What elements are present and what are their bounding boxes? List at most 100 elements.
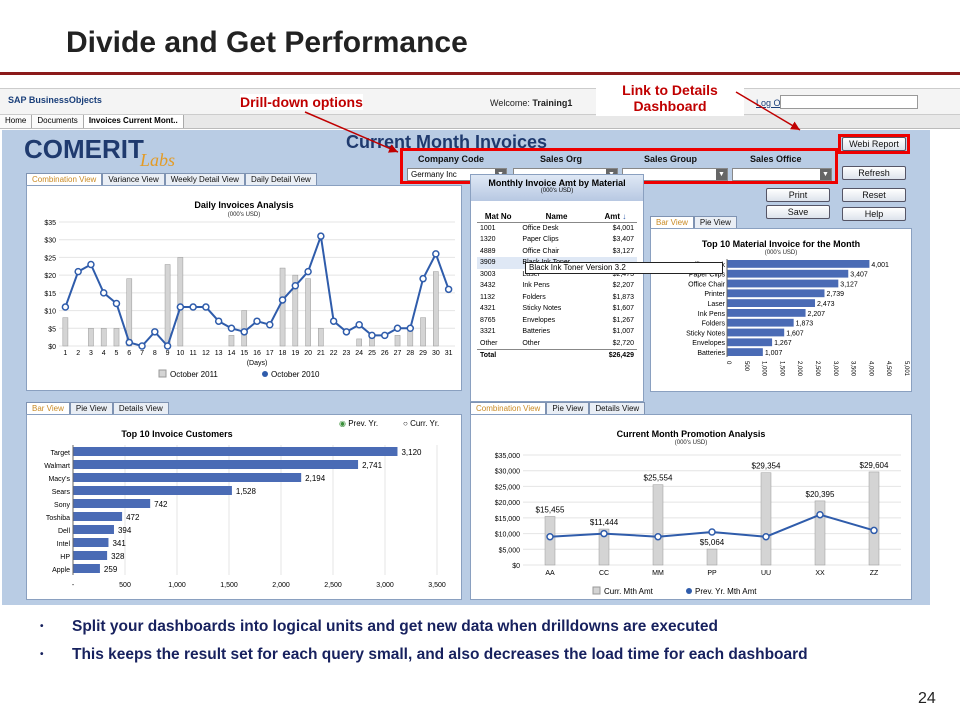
tab-invoices[interactable]: Invoices Current Mont.. xyxy=(83,115,184,128)
save-button[interactable]: Save xyxy=(766,205,830,219)
tab-promo-details[interactable]: Details View xyxy=(589,402,646,414)
title-rule xyxy=(0,72,960,75)
bullet-list: Split your dashboards into logical units… xyxy=(40,616,900,672)
line-point xyxy=(291,282,300,290)
bar xyxy=(814,500,826,566)
data-label: 3,120 xyxy=(401,448,422,457)
bar xyxy=(727,309,806,317)
data-label: $25,554 xyxy=(644,474,673,483)
line-point xyxy=(317,232,325,240)
mat-no-cell: 3432 xyxy=(480,282,496,290)
bar xyxy=(727,338,773,347)
radio-curr-yr[interactable]: ○ Curr. Yr. xyxy=(403,419,440,428)
y-tick-label: $0 xyxy=(512,563,520,570)
table-row[interactable]: 4889 Office Chair $3,127 xyxy=(477,246,637,258)
help-button[interactable]: Help xyxy=(842,207,906,221)
sales-office-select[interactable]: ▼ xyxy=(732,168,832,181)
y-tick-label: $5,000 xyxy=(499,547,521,554)
annotation-drilldown: Drill-down options xyxy=(240,94,363,110)
legend-swatch xyxy=(686,588,692,594)
y-tick-label: $25 xyxy=(44,255,56,262)
table-row[interactable]: 3003 Laser $2,473 xyxy=(477,269,637,281)
tab-customer-pie[interactable]: Pie View xyxy=(69,402,113,414)
data-label: 394 xyxy=(118,526,132,535)
amt-cell: $1,007 xyxy=(612,328,634,336)
mat-no-cell: 4321 xyxy=(480,305,496,313)
table-row[interactable]: 3432 Ink Pens $2,207 xyxy=(477,280,637,292)
bar xyxy=(706,548,718,566)
table-row[interactable]: 1320 Paper Clips $3,407 xyxy=(477,234,637,246)
line-point xyxy=(87,260,95,269)
col-name[interactable]: Name xyxy=(519,211,594,223)
dashboard-screenshot: SAP BusinessObjects Welcome: Training1 L… xyxy=(0,88,960,605)
table-row[interactable]: 1001 Office Desk $4,001 xyxy=(477,223,637,235)
mat-no-cell: 3003 xyxy=(480,270,496,278)
x-tick-label: 2,500 xyxy=(324,582,342,589)
tab-promo-combination[interactable]: Combination View xyxy=(470,402,547,414)
reset-button[interactable]: Reset xyxy=(842,188,906,202)
print-button[interactable]: Print xyxy=(766,188,830,202)
data-label: 1,873 xyxy=(796,321,814,328)
combo-tabs: Combination View Variance View Weekly Deta… xyxy=(26,173,317,185)
tab-daily-detail[interactable]: Daily Detail View xyxy=(244,173,317,185)
tab-customer-details[interactable]: Details View xyxy=(112,402,169,414)
table-row[interactable]: 1132 Folders $1,873 xyxy=(477,292,637,304)
x-tick-label: 1,000 xyxy=(761,361,767,377)
x-tick-label: 23 xyxy=(343,350,351,357)
data-label: 1,528 xyxy=(236,487,257,496)
material-chart-subtitle: (000's USD) xyxy=(764,250,798,256)
total-value: $26,429 xyxy=(593,348,637,361)
x-tick-label: 22 xyxy=(330,350,338,357)
x-tick-label: 9 xyxy=(166,350,170,357)
table-row[interactable]: 8765 Envelopes $1,267 xyxy=(477,315,637,327)
bar xyxy=(727,318,794,327)
customer-tabs: Bar View Pie View Details View xyxy=(26,402,169,414)
line-point xyxy=(342,328,351,336)
bar xyxy=(62,317,69,347)
x-tick-label: 3,000 xyxy=(376,582,394,589)
tab-combination-view[interactable]: Combination View xyxy=(26,173,103,185)
x-tick-label: 10 xyxy=(176,350,184,357)
table-row[interactable]: Other Other $2,720 xyxy=(477,338,637,350)
col-amt[interactable]: Amt ↓ xyxy=(593,211,637,223)
bar xyxy=(177,257,184,347)
x-tick-label: 19 xyxy=(291,350,299,357)
tab-weekly-detail[interactable]: Weekly Detail View xyxy=(164,173,245,185)
table-row[interactable]: 4321 Sticky Notes $1,607 xyxy=(477,303,637,315)
line-point xyxy=(151,328,159,336)
amt-cell: $3,127 xyxy=(612,247,634,255)
category-label: Macy's xyxy=(48,476,70,483)
webi-report-button[interactable]: Webi Report xyxy=(842,137,906,151)
legend-swatch xyxy=(592,586,601,595)
table-row[interactable]: 3321 Batteries $1,007 xyxy=(477,326,637,338)
tab-material-pie[interactable]: Pie View xyxy=(693,216,737,228)
tab-documents[interactable]: Documents xyxy=(32,115,84,128)
sap-search-input[interactable] xyxy=(780,95,918,109)
tab-customer-bar[interactable]: Bar View xyxy=(26,402,70,414)
line-point xyxy=(138,342,146,350)
material-table-header: Monthly Invoice Amt by Material (000's U… xyxy=(471,175,643,201)
tab-home[interactable]: Home xyxy=(0,115,33,128)
line-point xyxy=(654,532,662,541)
line-point xyxy=(393,324,402,333)
name-cell: Folders xyxy=(522,293,546,301)
amt-cell: $2,473 xyxy=(612,270,634,278)
data-label: 3,127 xyxy=(840,281,858,288)
y-tick-label: $35,000 xyxy=(495,453,520,460)
x-tick-label: 14 xyxy=(228,350,236,357)
bullet-item: This keeps the result set for each query… xyxy=(40,644,900,666)
line-point xyxy=(99,289,108,297)
legend-swatch xyxy=(262,371,268,377)
line-point xyxy=(355,320,363,329)
col-mat-no[interactable]: Mat No xyxy=(477,211,520,223)
x-tick-label: 1,000 xyxy=(168,582,186,589)
tab-promo-pie[interactable]: Pie View xyxy=(546,402,590,414)
x-tick-label: - xyxy=(72,582,75,589)
tab-material-bar[interactable]: Bar View xyxy=(650,216,694,228)
line-point xyxy=(266,320,274,329)
refresh-button[interactable]: Refresh xyxy=(842,166,906,180)
bar xyxy=(228,335,235,347)
radio-prev-yr[interactable]: ◉ Prev. Yr. xyxy=(339,419,379,428)
name-cell: Paper Clips xyxy=(522,236,559,244)
tab-variance-view[interactable]: Variance View xyxy=(102,173,165,185)
